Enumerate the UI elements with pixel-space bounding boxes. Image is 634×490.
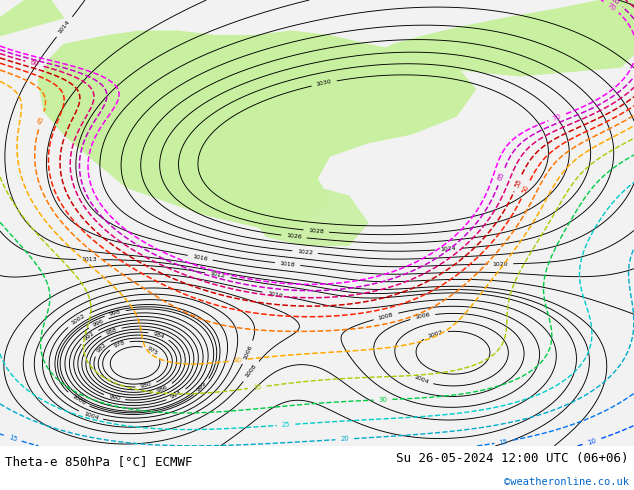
Polygon shape [0,0,63,36]
Text: 1028: 1028 [308,228,324,234]
Text: 1012: 1012 [210,271,226,279]
Text: 1026: 1026 [286,233,302,240]
Text: Su 26-05-2024 12:00 UTC (06+06): Su 26-05-2024 12:00 UTC (06+06) [396,452,629,465]
Text: ©weatheronline.co.uk: ©weatheronline.co.uk [504,477,629,487]
Text: 35: 35 [252,384,262,391]
Text: 1002: 1002 [427,329,444,339]
Text: 1008: 1008 [378,312,394,320]
Polygon shape [38,31,476,232]
Text: 15: 15 [8,434,18,442]
Text: 65: 65 [609,0,620,6]
Text: 1024: 1024 [440,246,456,252]
Text: 30: 30 [378,396,387,403]
Text: 990: 990 [108,394,120,402]
Text: 1013: 1013 [81,257,97,262]
Text: 986: 986 [156,384,169,393]
Text: 1004: 1004 [413,374,429,385]
Polygon shape [0,0,634,446]
Text: 1010: 1010 [267,291,283,298]
Text: Theta-e 850hPa [°C] ECMWF: Theta-e 850hPa [°C] ECMWF [5,455,193,468]
Text: 50: 50 [521,184,531,195]
Text: 55: 55 [514,178,522,188]
Text: 1000: 1000 [70,394,86,406]
Text: 1014: 1014 [58,19,71,34]
Text: 1020: 1020 [493,261,508,267]
Text: 15: 15 [499,438,508,445]
Text: 998: 998 [109,309,122,317]
Text: 996: 996 [92,318,105,327]
Text: 1008: 1008 [244,364,258,379]
Text: 25: 25 [281,421,290,428]
Text: 988: 988 [105,327,118,336]
Text: 1002: 1002 [70,313,86,326]
Text: 10: 10 [587,437,597,446]
Text: 1006: 1006 [242,344,254,361]
Text: 45: 45 [37,115,46,125]
Text: 60: 60 [29,60,39,68]
Text: 70: 70 [552,113,562,122]
Text: 70: 70 [606,1,617,12]
Text: 1030: 1030 [316,79,332,87]
Polygon shape [254,187,368,245]
Text: 65: 65 [497,172,506,182]
Text: 20: 20 [340,436,349,442]
Text: 975: 975 [146,345,159,356]
Text: 992: 992 [83,331,96,342]
Text: 1016: 1016 [192,254,209,262]
Text: 1022: 1022 [297,249,313,255]
Text: 1018: 1018 [280,261,295,268]
Text: 982: 982 [96,342,108,354]
Text: 984: 984 [152,331,165,340]
Text: 1006: 1006 [415,313,430,320]
Text: 978: 978 [113,340,126,349]
Text: 1004: 1004 [82,411,99,420]
Text: 980: 980 [140,382,152,390]
Text: 999: 999 [196,381,208,393]
Text: 994: 994 [170,390,183,400]
Text: 40: 40 [233,357,243,364]
Polygon shape [349,0,634,80]
